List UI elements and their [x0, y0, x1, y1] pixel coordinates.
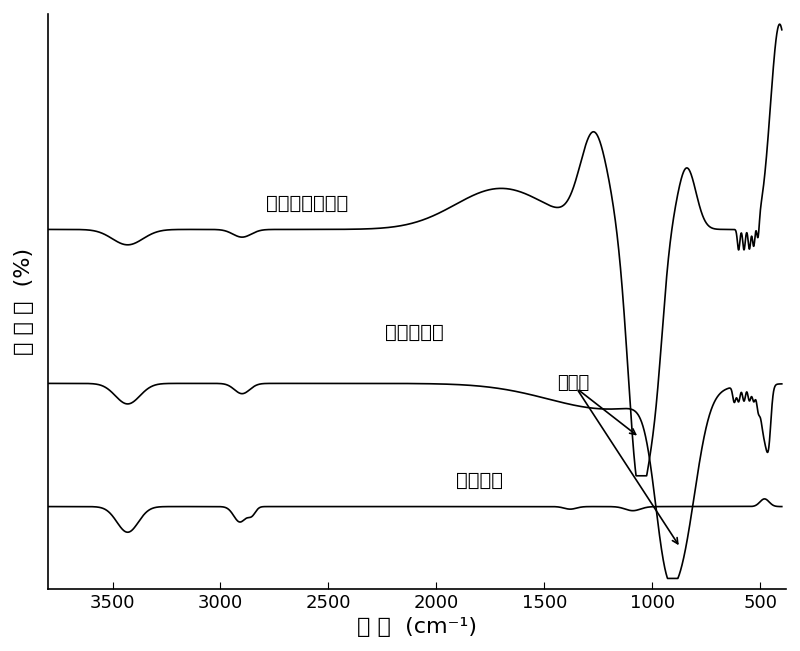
Text: 处理之后的硅粉: 处理之后的硅粉 — [266, 194, 348, 214]
Y-axis label: 透 过 率  (%): 透 过 率 (%) — [14, 248, 34, 355]
Text: 硅氮键: 硅氮键 — [558, 374, 590, 393]
X-axis label: 波 数  (cm⁻¹): 波 数 (cm⁻¹) — [357, 617, 477, 637]
Text: 纯氮化硅粉: 纯氮化硅粉 — [386, 323, 444, 342]
Text: 原料硅粉: 原料硅粉 — [456, 471, 503, 490]
